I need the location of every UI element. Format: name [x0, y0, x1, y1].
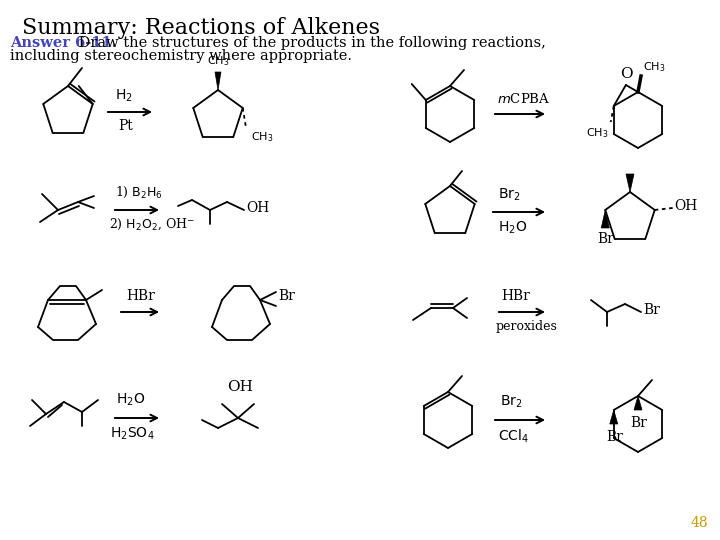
Polygon shape	[610, 410, 618, 424]
Text: $\mathrm{Br_2}$: $\mathrm{Br_2}$	[500, 394, 523, 410]
Text: Br: Br	[606, 430, 624, 444]
Text: Draw the structures of the products in the following reactions,: Draw the structures of the products in t…	[74, 36, 546, 50]
Text: $\mathrm{CH_3}$: $\mathrm{CH_3}$	[586, 126, 608, 140]
Text: $\mathrm{H_2}$: $\mathrm{H_2}$	[115, 87, 132, 104]
Text: 1) $\mathrm{B_2H_6}$: 1) $\mathrm{B_2H_6}$	[115, 185, 163, 200]
Text: Br: Br	[278, 289, 295, 303]
Text: $\mathrm{H_2SO_4}$: $\mathrm{H_2SO_4}$	[110, 426, 155, 442]
Text: peroxides: peroxides	[496, 320, 558, 333]
Text: $\mathrm{H_2O}$: $\mathrm{H_2O}$	[498, 220, 527, 237]
Text: OH: OH	[675, 199, 698, 213]
Text: $\mathrm{Br_2}$: $\mathrm{Br_2}$	[498, 187, 521, 203]
Text: $\mathrm{CH_3}$: $\mathrm{CH_3}$	[207, 54, 229, 68]
Polygon shape	[626, 174, 634, 192]
Text: $\mathit{m}$CPBA: $\mathit{m}$CPBA	[497, 92, 550, 106]
Text: O: O	[621, 67, 633, 81]
Text: 2) $\mathrm{H_2O_2}$, OH$^{-}$: 2) $\mathrm{H_2O_2}$, OH$^{-}$	[109, 217, 194, 232]
Text: OH: OH	[227, 380, 253, 394]
Text: including stereochemistry where appropriate.: including stereochemistry where appropri…	[10, 49, 352, 63]
Text: $\mathrm{CH_3}$: $\mathrm{CH_3}$	[643, 60, 665, 74]
Text: Answer 6-11.: Answer 6-11.	[10, 36, 117, 50]
Text: Pt: Pt	[118, 119, 132, 133]
Text: $\mathrm{H_2O}$: $\mathrm{H_2O}$	[116, 392, 145, 408]
Text: HBr: HBr	[126, 289, 155, 303]
Text: $\mathrm{CCl_4}$: $\mathrm{CCl_4}$	[498, 428, 529, 446]
Text: Br: Br	[597, 232, 613, 246]
Polygon shape	[634, 396, 642, 410]
Text: 48: 48	[690, 516, 708, 530]
Polygon shape	[215, 72, 221, 90]
Text: OH: OH	[246, 201, 269, 215]
Text: HBr: HBr	[501, 289, 530, 303]
Text: Summary: Reactions of Alkenes: Summary: Reactions of Alkenes	[22, 17, 380, 39]
Text: Br: Br	[631, 416, 647, 430]
Text: $\mathrm{CH_3}$: $\mathrm{CH_3}$	[251, 130, 273, 144]
Text: Br: Br	[643, 303, 660, 317]
Polygon shape	[601, 210, 609, 228]
